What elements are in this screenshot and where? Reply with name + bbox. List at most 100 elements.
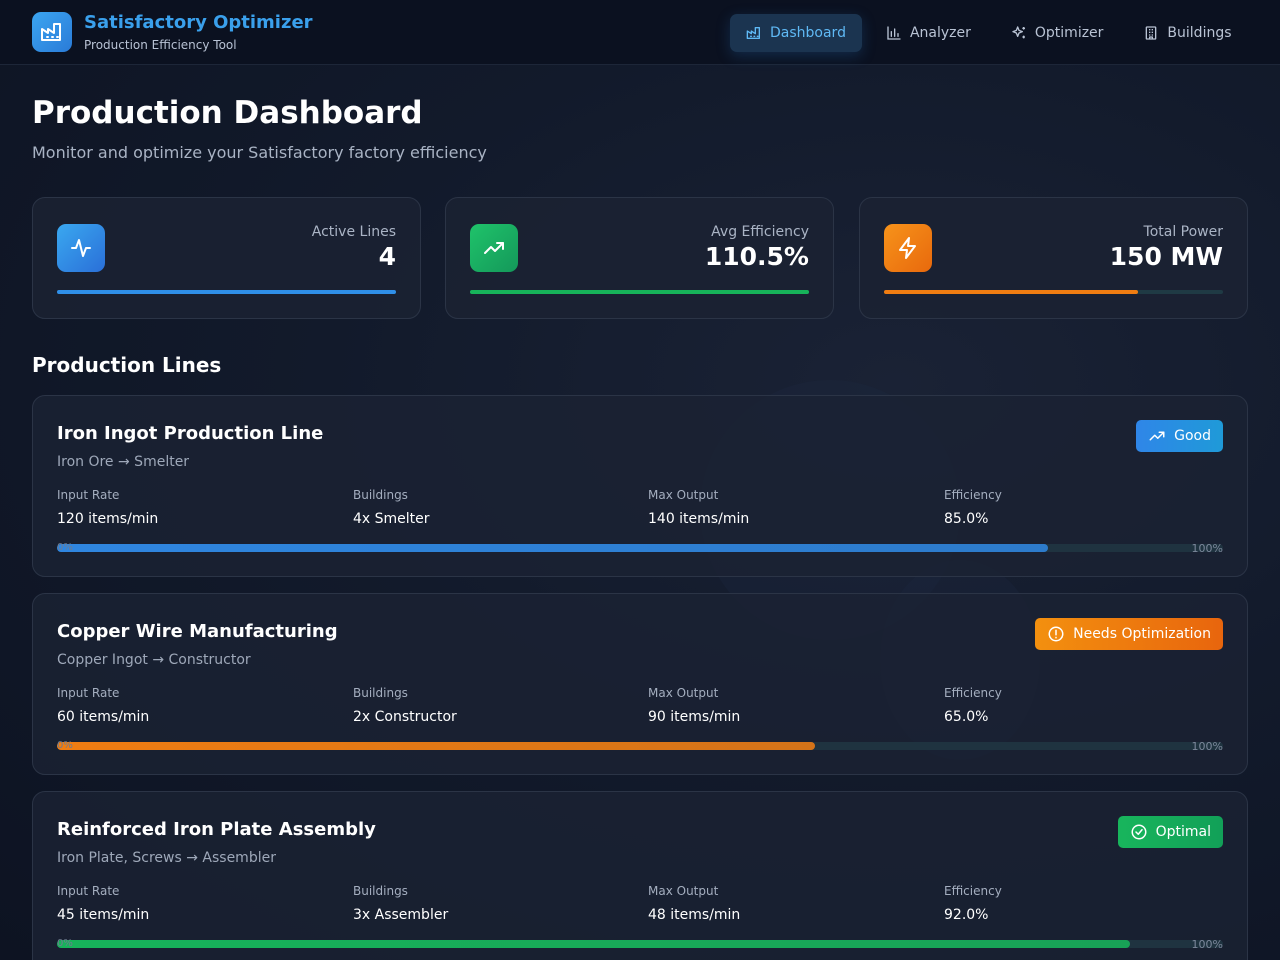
nav-label: Analyzer bbox=[909, 25, 971, 41]
status-badge: Good bbox=[1136, 420, 1223, 452]
app-subtitle: Production Efficiency Tool bbox=[84, 38, 237, 52]
efficiency-bar-fill bbox=[57, 544, 1049, 552]
metric-label: Input Rate bbox=[57, 686, 120, 700]
stat-bar-fill bbox=[57, 290, 396, 294]
metric-value: 85.0% bbox=[944, 511, 989, 527]
efficiency-bar-track bbox=[57, 544, 1223, 552]
line-recipe: Copper Ingot → Constructor bbox=[57, 652, 251, 668]
stat-card-active-lines: Active Lines 4 bbox=[32, 197, 421, 319]
stat-value: 110.5% bbox=[704, 242, 809, 271]
bar-max-label: 100% bbox=[1191, 740, 1223, 753]
production-line-card[interactable]: Reinforced Iron Plate Assembly Iron Plat… bbox=[32, 791, 1248, 960]
stat-value: 4 bbox=[378, 242, 396, 271]
metric-label: Buildings bbox=[353, 686, 408, 700]
factory-icon bbox=[41, 23, 61, 41]
nav-label: Optimizer bbox=[1034, 25, 1104, 41]
nav-label: Buildings bbox=[1167, 25, 1232, 41]
page-title: Production Dashboard bbox=[32, 95, 423, 131]
metric-label: Buildings bbox=[353, 488, 408, 502]
metric-max-output: Max Output 140 items/min bbox=[648, 488, 749, 527]
metric-label: Max Output bbox=[648, 488, 719, 502]
metric-max-output: Max Output 48 items/min bbox=[648, 884, 740, 923]
production-line-card[interactable]: Copper Wire Manufacturing Copper Ingot →… bbox=[32, 593, 1248, 775]
metric-label: Max Output bbox=[648, 686, 719, 700]
metric-value: 48 items/min bbox=[648, 907, 741, 923]
status-badge-label: Good bbox=[1174, 428, 1211, 444]
nav-buildings[interactable]: Buildings bbox=[1127, 14, 1247, 52]
stat-label: Total Power bbox=[1143, 224, 1223, 240]
bar-max-label: 100% bbox=[1191, 938, 1223, 951]
metric-efficiency: Efficiency 92.0% bbox=[944, 884, 1002, 923]
check-circle-icon bbox=[1131, 824, 1147, 840]
stat-icon-box bbox=[884, 224, 932, 272]
nav-analyzer[interactable]: Analyzer bbox=[870, 14, 987, 52]
top-bar: Satisfactory Optimizer Production Effici… bbox=[0, 0, 1280, 65]
bar-min-label: 0% bbox=[57, 542, 73, 553]
line-title: Iron Ingot Production Line bbox=[57, 423, 324, 444]
metric-label: Efficiency bbox=[944, 488, 1002, 502]
metric-value: 60 items/min bbox=[57, 709, 150, 725]
metric-label: Input Rate bbox=[57, 488, 120, 502]
metric-buildings: Buildings 2x Constructor bbox=[353, 686, 457, 725]
stat-card-avg-efficiency: Avg Efficiency 110.5% bbox=[445, 197, 834, 319]
line-recipe: Iron Plate, Screws → Assembler bbox=[57, 850, 276, 866]
section-title: Production Lines bbox=[32, 353, 222, 377]
nav-dashboard[interactable]: Dashboard bbox=[730, 14, 862, 52]
metric-value: 2x Constructor bbox=[353, 709, 457, 725]
metric-value: 4x Smelter bbox=[353, 511, 430, 527]
metric-max-output: Max Output 90 items/min bbox=[648, 686, 740, 725]
factory-icon bbox=[746, 27, 760, 39]
metric-value: 92.0% bbox=[944, 907, 989, 923]
metric-label: Efficiency bbox=[944, 686, 1002, 700]
activity-icon bbox=[71, 239, 91, 257]
metric-label: Max Output bbox=[648, 884, 719, 898]
stat-icon-box bbox=[470, 224, 518, 272]
efficiency-bar-fill bbox=[57, 940, 1130, 948]
stat-bar-track bbox=[884, 290, 1223, 294]
status-badge-label: Optimal bbox=[1155, 824, 1211, 840]
app-title: Satisfactory Optimizer bbox=[84, 12, 313, 33]
efficiency-bar-fill bbox=[57, 742, 815, 750]
status-badge-label: Needs Optimization bbox=[1073, 626, 1211, 642]
metric-label: Buildings bbox=[353, 884, 408, 898]
metric-label: Efficiency bbox=[944, 884, 1002, 898]
metric-input-rate: Input Rate 45 items/min bbox=[57, 884, 149, 923]
bar-min-label: 0% bbox=[57, 938, 73, 949]
stat-value: 150 MW bbox=[1109, 242, 1223, 271]
stat-label: Active Lines bbox=[311, 224, 396, 240]
bar-max-label: 100% bbox=[1191, 542, 1223, 555]
stat-bar-track bbox=[57, 290, 396, 294]
metric-input-rate: Input Rate 60 items/min bbox=[57, 686, 149, 725]
status-badge: Optimal bbox=[1117, 816, 1223, 848]
stat-card-total-power: Total Power 150 MW bbox=[859, 197, 1248, 319]
trending-up-icon bbox=[1149, 431, 1165, 441]
trending-up-icon bbox=[484, 242, 504, 254]
lightning-icon bbox=[899, 237, 916, 259]
production-line-card[interactable]: Iron Ingot Production Line Iron Ore → Sm… bbox=[32, 395, 1248, 577]
metric-efficiency: Efficiency 65.0% bbox=[944, 686, 1002, 725]
main-nav: Dashboard Analyzer Optimizer Buildings bbox=[730, 14, 1256, 52]
line-title: Reinforced Iron Plate Assembly bbox=[57, 819, 376, 840]
bar-min-label: 0% bbox=[57, 740, 73, 751]
efficiency-bar-track bbox=[57, 940, 1223, 948]
stat-bar-track bbox=[470, 290, 809, 294]
nav-label: Dashboard bbox=[770, 25, 846, 41]
stat-bar-fill bbox=[470, 290, 809, 294]
metric-value: 65.0% bbox=[944, 709, 989, 725]
logo[interactable] bbox=[32, 12, 72, 52]
metric-value: 90 items/min bbox=[648, 709, 741, 725]
metric-buildings: Buildings 4x Smelter bbox=[353, 488, 430, 527]
line-recipe: Iron Ore → Smelter bbox=[57, 454, 190, 470]
metric-input-rate: Input Rate 120 items/min bbox=[57, 488, 158, 527]
status-badge: Needs Optimization bbox=[1035, 618, 1223, 650]
stat-label: Avg Efficiency bbox=[711, 224, 809, 240]
nav-optimizer[interactable]: Optimizer bbox=[995, 14, 1120, 52]
metric-value: 3x Assembler bbox=[353, 907, 449, 923]
sparkles-icon bbox=[1012, 26, 1025, 39]
stat-bar-fill bbox=[884, 290, 1139, 294]
metric-value: 140 items/min bbox=[648, 511, 750, 527]
metric-value: 45 items/min bbox=[57, 907, 150, 923]
metric-value: 120 items/min bbox=[57, 511, 159, 527]
stat-icon-box bbox=[57, 224, 105, 272]
alert-circle-icon bbox=[1048, 626, 1064, 642]
